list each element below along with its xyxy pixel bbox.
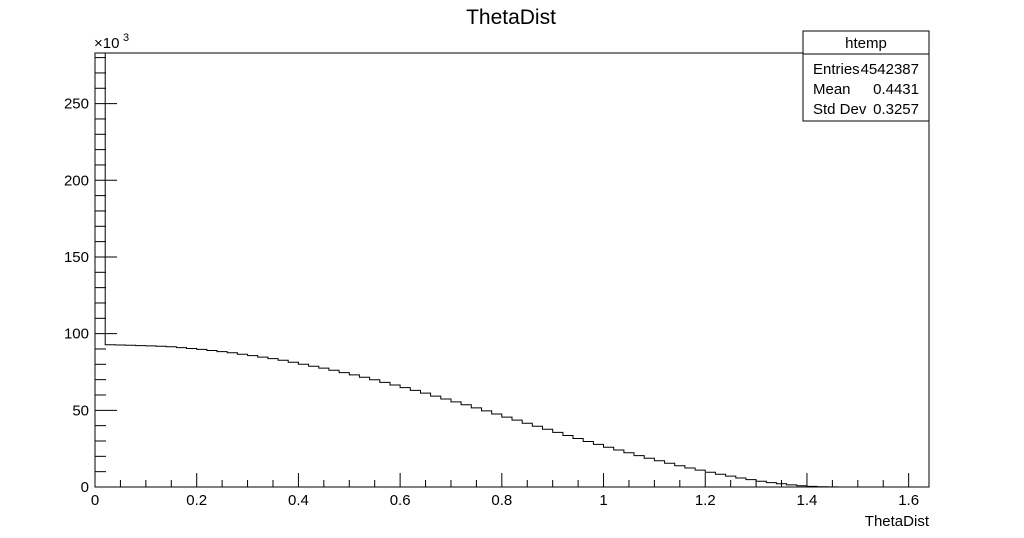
y-axis: 0 50 100 150 200 250 — [64, 57, 117, 496]
y-axis-multiplier: ×10 3 — [94, 32, 129, 52]
stats-mean-label: Mean — [813, 81, 851, 98]
y-tick-label: 200 — [64, 172, 89, 189]
stats-box-title: htemp — [845, 35, 887, 52]
stats-entries-value: 4542387 — [861, 61, 919, 78]
x-tick-label: 0.2 — [186, 492, 207, 509]
x-tick-label: 1.6 — [898, 492, 919, 509]
x-tick-label: 0.6 — [390, 492, 411, 509]
y-tick-label: 50 — [72, 402, 89, 419]
stats-box: htemp Entries 4542387 Mean 0.4431 Std De… — [802, 30, 930, 122]
stats-stddev-value: 0.3257 — [873, 101, 919, 118]
x-tick-label: 0.8 — [491, 492, 512, 509]
y-multiplier-exponent: 3 — [123, 32, 129, 44]
x-tick-label: 1.4 — [797, 492, 818, 509]
stats-entries-label: Entries — [813, 61, 860, 78]
x-axis-label: ThetaDist — [865, 513, 930, 530]
y-tick-label: 100 — [64, 326, 89, 343]
x-axis: 0 0.2 0.4 0.6 0.8 1 1.2 1.4 1.6 — [91, 473, 919, 509]
histogram-series — [94, 52, 858, 488]
y-tick-label: 250 — [64, 96, 89, 113]
stats-box-frame — [802, 30, 930, 122]
y-tick-label: 0 — [81, 479, 89, 496]
x-tick-label: 1 — [599, 492, 607, 509]
stats-mean-value: 0.4431 — [873, 81, 919, 98]
x-tick-label: 0 — [91, 492, 99, 509]
chart-title: ThetaDist — [466, 6, 556, 29]
y-tick-label: 150 — [64, 249, 89, 266]
x-tick-label: 1.2 — [695, 492, 716, 509]
stats-stddev-label: Std Dev — [813, 101, 867, 118]
x-tick-label: 0.4 — [288, 492, 309, 509]
y-multiplier-base: ×10 — [94, 35, 119, 52]
